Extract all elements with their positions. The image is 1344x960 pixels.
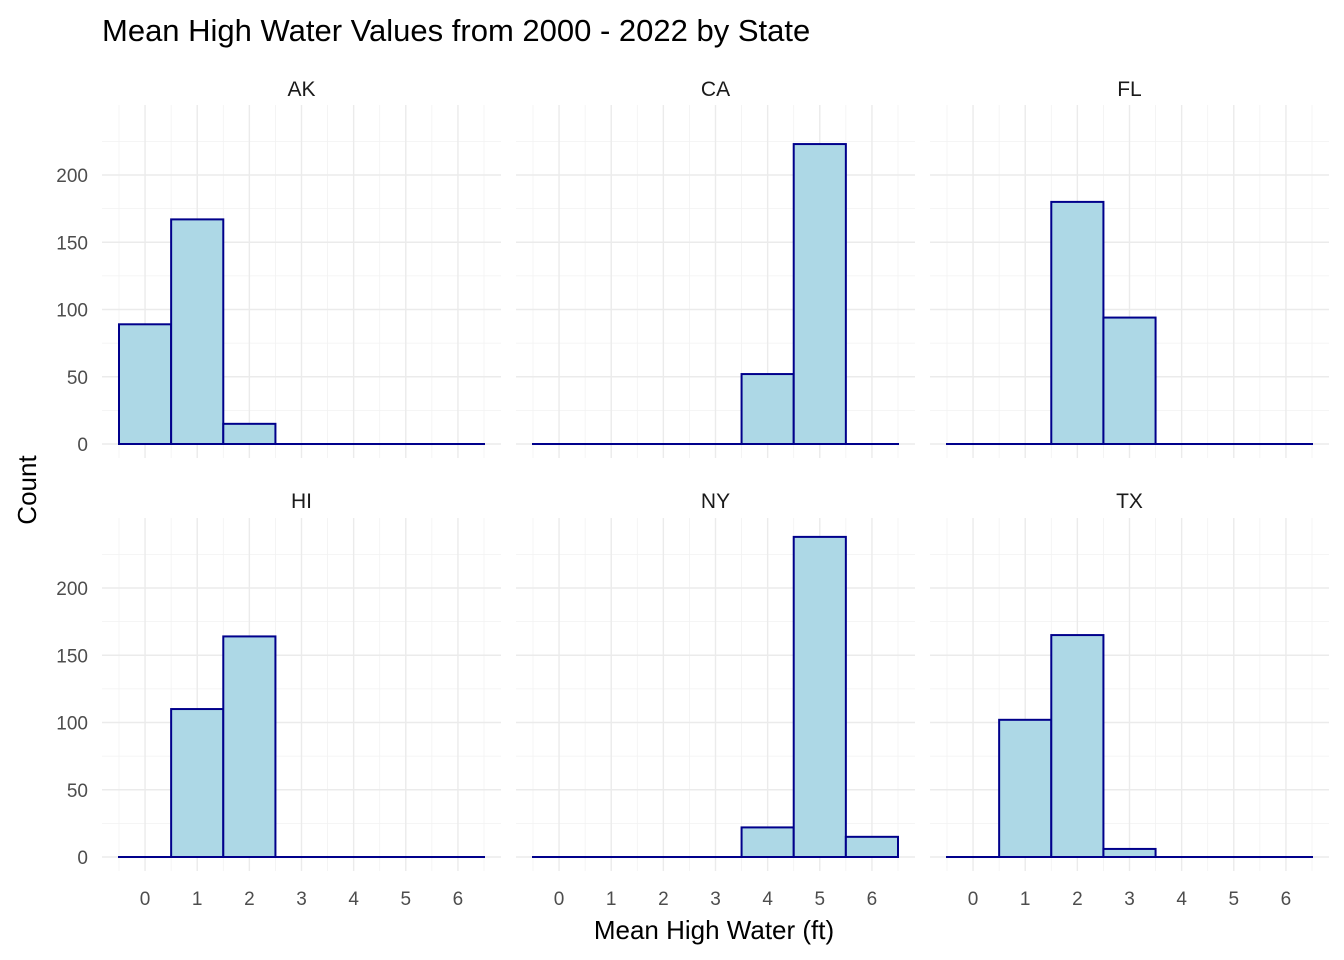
y-tick-label: 100 — [56, 714, 88, 735]
x-tick-label: 5 — [1228, 889, 1239, 910]
facet-label: TX — [1116, 490, 1143, 513]
facet-label: AK — [287, 78, 315, 101]
x-tick-label: 3 — [710, 889, 721, 910]
histogram-bar — [118, 323, 173, 446]
x-tick-label: 2 — [244, 889, 255, 910]
x-tick-label: 2 — [1072, 889, 1083, 910]
facet-panel-tx: TX 0 1 2 3 4 5 6 — [930, 490, 1329, 910]
y-axis-title: Count — [12, 455, 42, 525]
histogram-bar — [170, 218, 225, 445]
x-tick-label: 4 — [1176, 889, 1187, 910]
facet-panel-ny: NY 0 1 2 3 4 5 6 — [516, 490, 915, 910]
facet-panel-ak: AK 0 50 100 150 200 — [56, 78, 501, 458]
histogram-bar — [1050, 200, 1105, 445]
y-tick-label: 100 — [56, 301, 88, 322]
x-tick-label: 6 — [867, 889, 878, 910]
histogram-bar — [740, 826, 795, 858]
y-tick-label: 150 — [56, 233, 88, 254]
x-tick-label: 0 — [140, 889, 151, 910]
x-tick-label: 1 — [606, 889, 617, 910]
x-tick-label: 6 — [453, 889, 464, 910]
y-tick-label: 200 — [56, 166, 88, 187]
facet-panel-fl: FL — [930, 78, 1329, 458]
histogram-bar — [792, 143, 847, 445]
histogram-bar — [998, 718, 1053, 858]
x-tick-label: 2 — [658, 889, 669, 910]
histogram-bar — [222, 422, 277, 446]
x-axis-title: Mean High Water (ft) — [594, 915, 834, 945]
x-tick-label: 4 — [348, 889, 359, 910]
x-tick-label: 6 — [1281, 889, 1292, 910]
x-tick-label: 1 — [1020, 889, 1031, 910]
histogram-bar — [1050, 634, 1105, 859]
histogram-bar — [792, 535, 847, 858]
histogram-bar — [844, 835, 899, 859]
histogram-bar — [740, 373, 795, 445]
x-tick-label: 5 — [814, 889, 825, 910]
chart-title: Mean High Water Values from 2000 - 2022 … — [102, 13, 810, 48]
facet-panel-hi: HI 0 50 100 150 200 0 1 2 3 4 5 6 — [56, 490, 501, 910]
histogram-bar — [222, 635, 277, 858]
x-tick-label: 3 — [296, 889, 307, 910]
x-tick-label: 0 — [968, 889, 979, 910]
y-tick-label: 200 — [56, 579, 88, 600]
y-tick-label: 150 — [56, 646, 88, 667]
x-tick-label: 1 — [192, 889, 203, 910]
x-tick-label: 4 — [762, 889, 773, 910]
histogram-bar — [1102, 847, 1157, 858]
x-tick-label: 3 — [1124, 889, 1135, 910]
facet-panel-ca: CA — [516, 78, 915, 458]
y-tick-label: 0 — [77, 435, 88, 456]
x-tick-label: 5 — [400, 889, 411, 910]
y-tick-label: 0 — [77, 848, 88, 869]
histogram-bar — [170, 708, 225, 858]
facet-label: FL — [1117, 78, 1142, 101]
x-tick-label: 0 — [554, 889, 565, 910]
histogram-bar — [1102, 316, 1157, 446]
y-tick-label: 50 — [67, 368, 88, 389]
facet-label: HI — [291, 490, 312, 513]
facet-label: CA — [701, 78, 730, 101]
facet-label: NY — [701, 490, 730, 513]
y-tick-label: 50 — [67, 781, 88, 802]
